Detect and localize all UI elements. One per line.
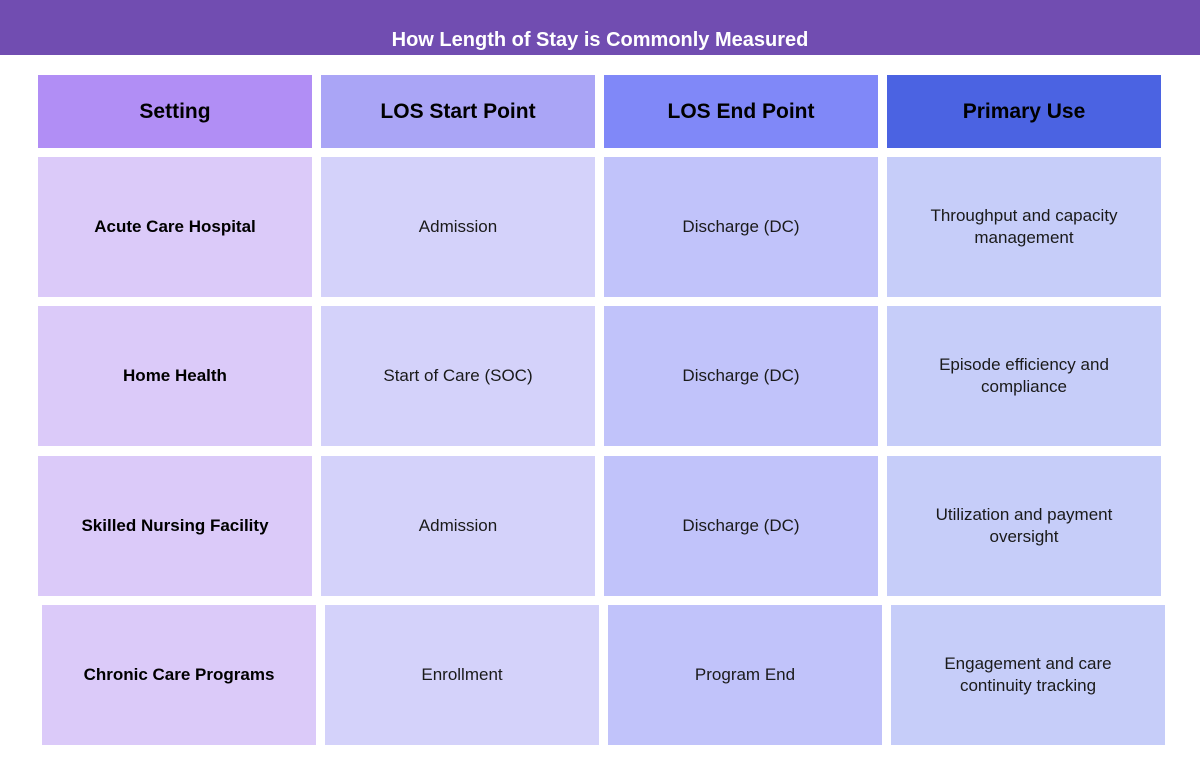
header-cell: Setting bbox=[38, 75, 312, 148]
table-cell: Home Health bbox=[38, 306, 312, 446]
header-cell: LOS Start Point bbox=[321, 75, 595, 148]
table-cell: Chronic Care Programs bbox=[42, 605, 316, 745]
table-cell: Discharge (DC) bbox=[604, 157, 878, 297]
table-cell: Episode efficiency and compliance bbox=[887, 306, 1161, 446]
table-cell: Enrollment bbox=[325, 605, 599, 745]
table-cell: Discharge (DC) bbox=[604, 456, 878, 596]
header-cell: Primary Use bbox=[887, 75, 1161, 148]
table-cell: Admission bbox=[321, 157, 595, 297]
title-bar bbox=[0, 0, 1200, 55]
header-cell: LOS End Point bbox=[604, 75, 878, 148]
table-cell: Engagement and care continuity tracking bbox=[891, 605, 1165, 745]
table-cell: Discharge (DC) bbox=[604, 306, 878, 446]
table-cell: Program End bbox=[608, 605, 882, 745]
table-cell: Throughput and capacity management bbox=[887, 157, 1161, 297]
table-cell: Start of Care (SOC) bbox=[321, 306, 595, 446]
page-title: How Length of Stay is Commonly Measured bbox=[391, 29, 809, 51]
table-cell: Admission bbox=[321, 456, 595, 596]
table-cell: Skilled Nursing Facility bbox=[38, 456, 312, 596]
table-cell: Utilization and payment oversight bbox=[887, 456, 1161, 596]
table-cell: Acute Care Hospital bbox=[38, 157, 312, 297]
